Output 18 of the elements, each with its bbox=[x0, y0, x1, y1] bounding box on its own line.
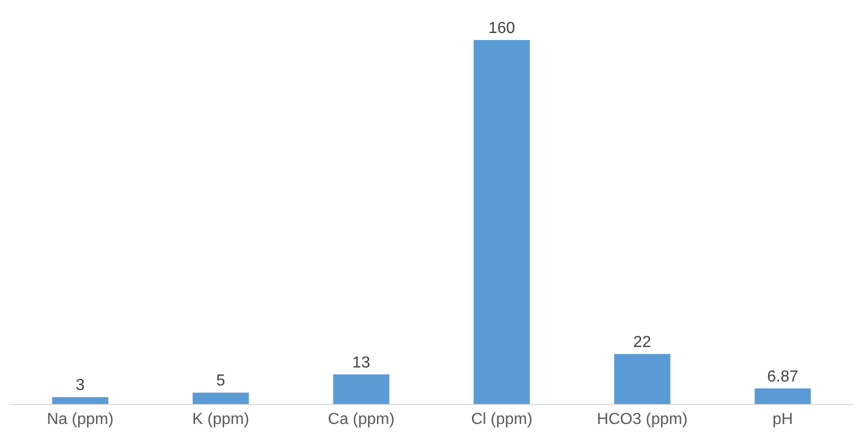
x-tick-label: Ca (ppm) bbox=[328, 411, 395, 428]
x-tick-label: Na (ppm) bbox=[46, 411, 114, 428]
data-label: 160 bbox=[488, 20, 516, 37]
data-label: 5 bbox=[216, 372, 226, 390]
x-tick-label: Cl (ppm) bbox=[471, 411, 532, 428]
x-tick-label: HCO3 (ppm) bbox=[596, 411, 688, 428]
x-tick-label: pH bbox=[772, 411, 793, 428]
data-label: 6.87 bbox=[767, 368, 798, 386]
data-label: 22 bbox=[633, 334, 652, 351]
bar bbox=[474, 40, 530, 404]
bar bbox=[192, 392, 249, 404]
bar bbox=[614, 354, 670, 404]
bar bbox=[754, 388, 811, 404]
data-label: 13 bbox=[352, 354, 370, 372]
bar bbox=[52, 397, 108, 404]
x-tick-label: K (ppm) bbox=[192, 411, 250, 428]
data-label: 3 bbox=[76, 377, 85, 394]
bar bbox=[333, 374, 390, 404]
